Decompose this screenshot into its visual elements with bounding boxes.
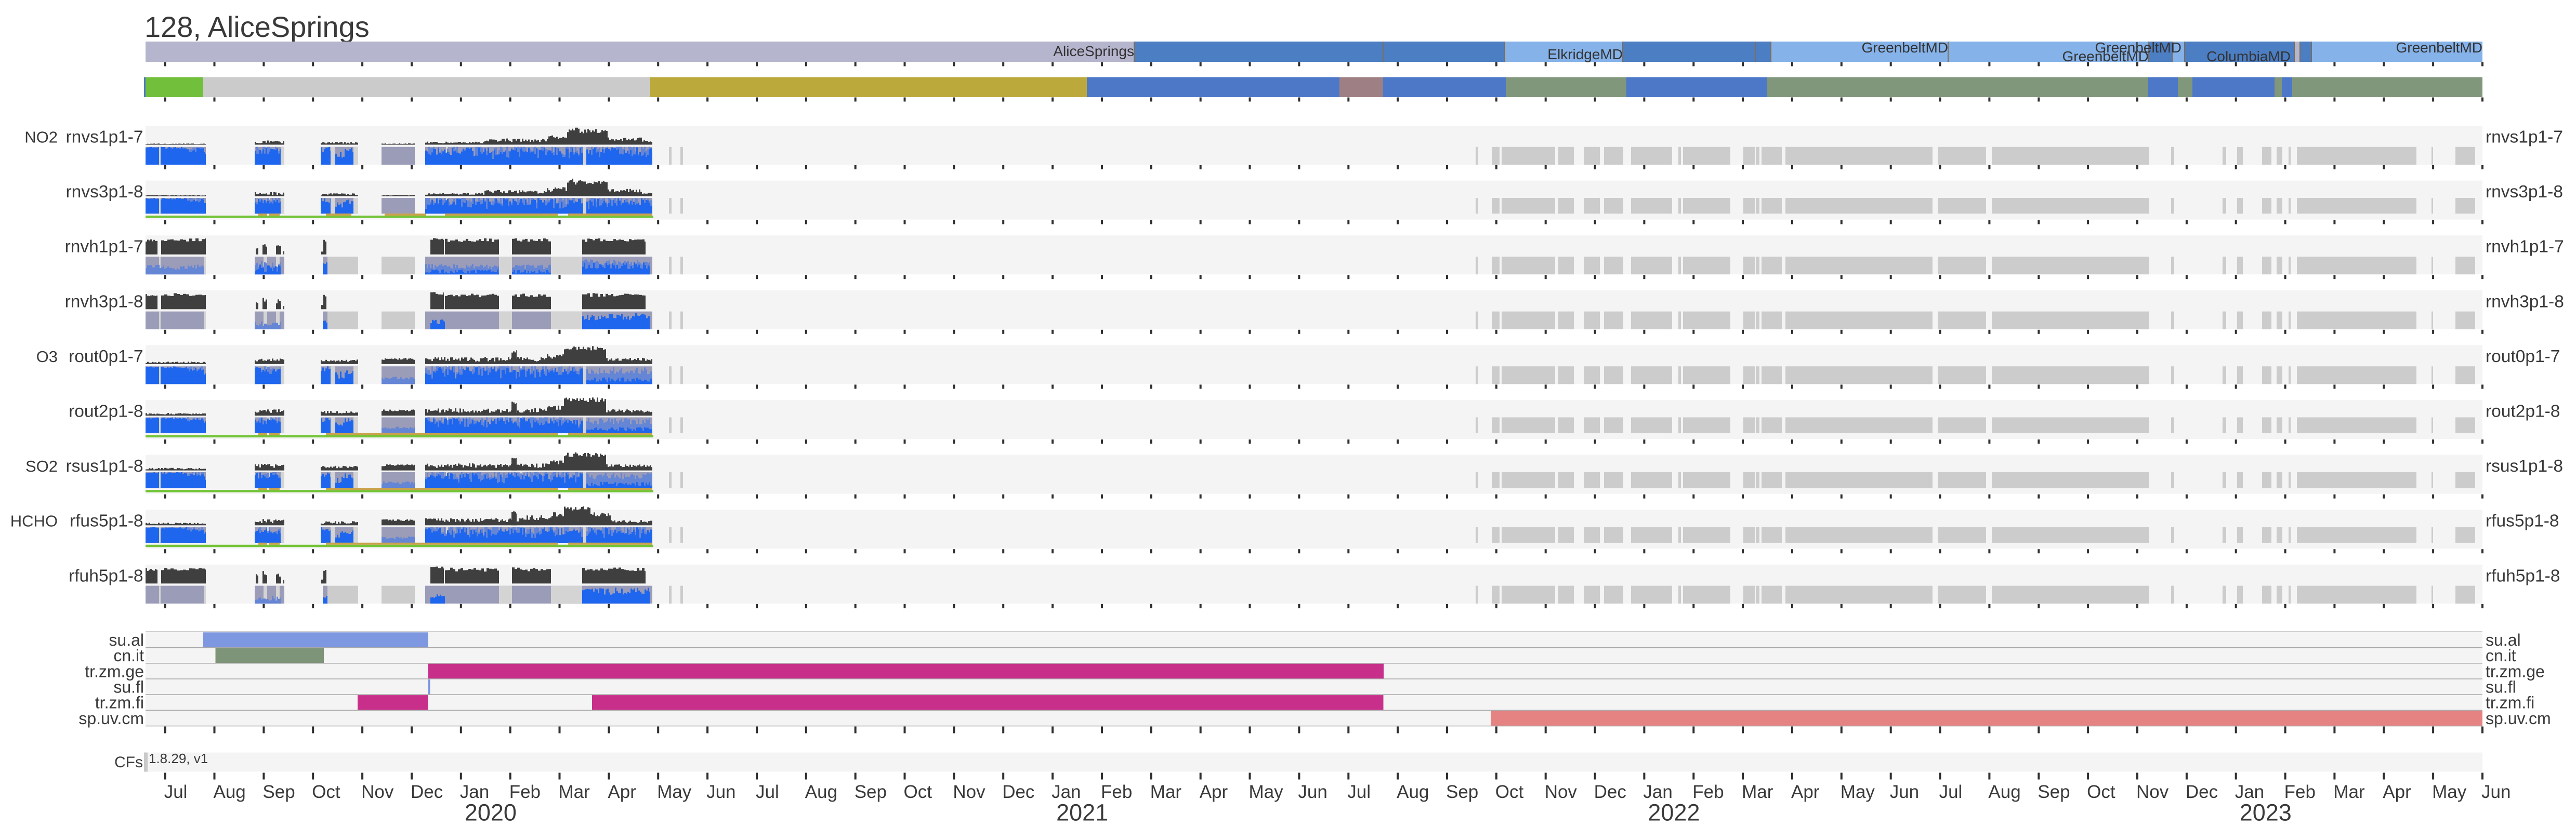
svg-text:tr.zm.ge: tr.zm.ge xyxy=(2486,662,2545,681)
svg-text:May: May xyxy=(657,782,692,802)
svg-text:Oct: Oct xyxy=(312,782,340,802)
svg-text:May: May xyxy=(2432,782,2467,802)
svg-text:su.al: su.al xyxy=(2486,631,2521,649)
svg-text:rnvh1p1-7: rnvh1p1-7 xyxy=(65,237,143,257)
svg-text:Sep: Sep xyxy=(2038,782,2070,802)
svg-text:rnvs1p1-7: rnvs1p1-7 xyxy=(2486,128,2563,147)
svg-text:Oct: Oct xyxy=(904,782,932,802)
svg-text:AliceSprings: AliceSprings xyxy=(1053,43,1134,59)
svg-text:CFs: CFs xyxy=(114,754,143,771)
svg-text:rsus1p1-8: rsus1p1-8 xyxy=(66,457,143,476)
svg-text:su.fl: su.fl xyxy=(113,678,144,697)
svg-text:Dec: Dec xyxy=(2186,782,2218,802)
svg-text:Mar: Mar xyxy=(2333,782,2365,802)
svg-text:Mar: Mar xyxy=(1150,782,1182,802)
svg-text:Oct: Oct xyxy=(1495,782,1524,802)
svg-text:HCHO: HCHO xyxy=(10,512,58,530)
svg-text:Feb: Feb xyxy=(509,782,541,802)
svg-text:128, AliceSprings: 128, AliceSprings xyxy=(144,10,370,43)
svg-text:Dec: Dec xyxy=(411,782,443,802)
svg-text:Jan: Jan xyxy=(1052,782,1081,802)
svg-text:GreenbeltMD: GreenbeltMD xyxy=(2062,48,2149,64)
svg-text:Sep: Sep xyxy=(855,782,887,802)
svg-text:Nov: Nov xyxy=(361,782,394,802)
svg-text:Apr: Apr xyxy=(1200,782,1228,802)
svg-text:rnvh3p1-8: rnvh3p1-8 xyxy=(2486,292,2564,311)
svg-text:Aug: Aug xyxy=(1397,782,1429,802)
svg-text:ElkridgeMD: ElkridgeMD xyxy=(1547,46,1623,62)
svg-text:rfuh5p1-8: rfuh5p1-8 xyxy=(69,566,143,585)
svg-text:Mar: Mar xyxy=(559,782,590,802)
svg-text:rnvs3p1-8: rnvs3p1-8 xyxy=(2486,182,2563,202)
svg-text:GreenbeltMD: GreenbeltMD xyxy=(1861,39,1948,56)
svg-text:Aug: Aug xyxy=(214,782,246,802)
svg-text:Jan: Jan xyxy=(2235,782,2264,802)
svg-text:rout2p1-8: rout2p1-8 xyxy=(2486,402,2560,421)
svg-text:Apr: Apr xyxy=(608,782,636,802)
svg-text:Jan: Jan xyxy=(460,782,489,802)
svg-text:rfus5p1-8: rfus5p1-8 xyxy=(70,512,143,531)
svg-text:su.al: su.al xyxy=(109,631,144,649)
svg-text:Jan: Jan xyxy=(1643,782,1672,802)
svg-text:tr.zm.ge: tr.zm.ge xyxy=(85,662,144,681)
svg-text:Feb: Feb xyxy=(1101,782,1132,802)
svg-text:cn.it: cn.it xyxy=(113,646,144,665)
svg-text:O3: O3 xyxy=(36,348,58,366)
svg-text:2021: 2021 xyxy=(1056,799,1108,826)
svg-text:Jul: Jul xyxy=(1939,782,1963,802)
svg-text:ColumbiaMD: ColumbiaMD xyxy=(2206,48,2291,64)
svg-text:su.fl: su.fl xyxy=(2486,678,2516,697)
svg-text:rfus5p1-8: rfus5p1-8 xyxy=(2486,512,2559,531)
svg-text:rout0p1-7: rout0p1-7 xyxy=(69,347,143,366)
svg-text:Jul: Jul xyxy=(164,782,188,802)
svg-text:Feb: Feb xyxy=(1692,782,1724,802)
svg-text:rnvh3p1-8: rnvh3p1-8 xyxy=(65,292,143,311)
svg-text:Feb: Feb xyxy=(2284,782,2316,802)
svg-text:Oct: Oct xyxy=(2087,782,2115,802)
svg-text:Dec: Dec xyxy=(1002,782,1034,802)
svg-text:Sep: Sep xyxy=(262,782,295,802)
svg-text:Nov: Nov xyxy=(1545,782,1578,802)
svg-text:cn.it: cn.it xyxy=(2486,646,2516,665)
svg-text:tr.zm.fi: tr.zm.fi xyxy=(95,694,144,712)
svg-text:Aug: Aug xyxy=(805,782,837,802)
svg-text:tr.zm.fi: tr.zm.fi xyxy=(2486,694,2534,712)
svg-text:SO2: SO2 xyxy=(25,457,58,475)
svg-text:rnvs1p1-7: rnvs1p1-7 xyxy=(66,128,143,147)
svg-text:Jun: Jun xyxy=(1890,782,1919,802)
svg-text:Mar: Mar xyxy=(1742,782,1773,802)
svg-text:2023: 2023 xyxy=(2240,799,2292,826)
svg-text:GreenbeltMD: GreenbeltMD xyxy=(2396,39,2482,56)
svg-text:rout0p1-7: rout0p1-7 xyxy=(2486,347,2560,366)
svg-text:NO2: NO2 xyxy=(24,128,58,146)
svg-text:Jul: Jul xyxy=(756,782,779,802)
svg-text:Nov: Nov xyxy=(953,782,985,802)
svg-text:2022: 2022 xyxy=(1648,799,1700,826)
svg-text:GreenbeltMD: GreenbeltMD xyxy=(2095,39,2181,56)
svg-text:May: May xyxy=(1249,782,1284,802)
svg-text:Aug: Aug xyxy=(1988,782,2020,802)
svg-text:Jun: Jun xyxy=(706,782,735,802)
svg-text:rfuh5p1-8: rfuh5p1-8 xyxy=(2486,566,2560,585)
svg-text:2020: 2020 xyxy=(465,799,517,826)
svg-text:Apr: Apr xyxy=(1791,782,1820,802)
svg-text:Nov: Nov xyxy=(2136,782,2169,802)
svg-text:Jun: Jun xyxy=(1298,782,1327,802)
svg-text:rout2p1-8: rout2p1-8 xyxy=(69,402,143,421)
svg-text:rnvs3p1-8: rnvs3p1-8 xyxy=(66,182,143,202)
svg-text:Jul: Jul xyxy=(1347,782,1371,802)
svg-text:sp.uv.cm: sp.uv.cm xyxy=(2486,709,2551,728)
svg-text:Sep: Sep xyxy=(1446,782,1478,802)
svg-text:Dec: Dec xyxy=(1594,782,1626,802)
svg-text:rsus1p1-8: rsus1p1-8 xyxy=(2486,457,2563,476)
svg-text:sp.uv.cm: sp.uv.cm xyxy=(78,709,144,728)
svg-text:Apr: Apr xyxy=(2383,782,2411,802)
svg-text:May: May xyxy=(1841,782,1875,802)
svg-text:Jun: Jun xyxy=(2481,782,2511,802)
svg-text:1.8.29, v1: 1.8.29, v1 xyxy=(149,751,208,766)
svg-text:rnvh1p1-7: rnvh1p1-7 xyxy=(2486,237,2564,257)
